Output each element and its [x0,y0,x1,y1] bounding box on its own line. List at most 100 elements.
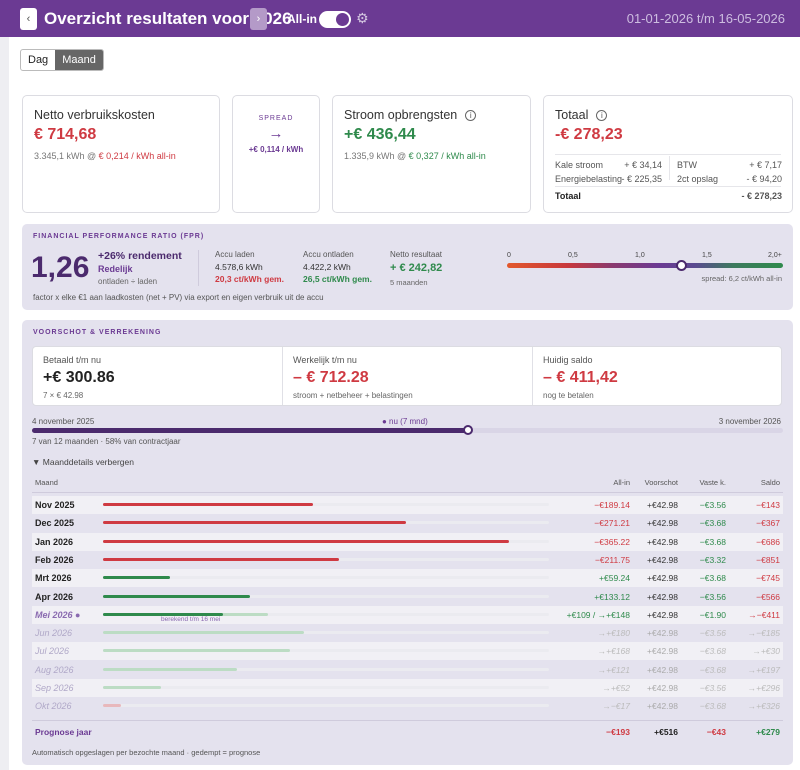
saldo-cell: Huidig saldo – € 411,42 nog te betalen [533,347,781,405]
month-voorschot: +€42.98 [647,518,678,529]
saldo-label: Huidig saldo [543,355,593,365]
progress-note: 7 van 12 maanden · 58% van contractjaar [32,437,181,446]
arrow-right-icon: → [268,125,284,142]
month-bar [103,539,509,543]
month-name: Apr 2026 [35,591,74,602]
stroom-title: Stroom opbrengsten i [344,108,477,122]
stroom-sub: 1.335,9 kWh @ € 0,327 / kWh all-in [344,151,486,161]
prev-year-button[interactable]: ‹ [20,8,37,30]
allin-toggle[interactable] [319,11,351,28]
month-vaste: −€3.68 [699,646,726,657]
werkelijk-sub: stroom + netbeheer + belastingen [293,391,413,400]
netto-resultaat-value: + € 242,82 [390,262,443,274]
fpr-scale-tick: 2,0+ [768,252,782,259]
fpr-scale-tick: 1,0 [635,252,645,259]
table-row: Nov 2025 −€189.14 +€42.98 −€3.56 −€143 [32,496,783,514]
toggle-knob [336,13,349,26]
month-voorschot: +€42.98 [647,646,678,657]
netto-resultaat-sub: 5 maanden [390,278,428,287]
month-voorschot: +€42.98 [647,573,678,584]
next-year-button[interactable]: › [250,8,267,30]
app-header: ‹ Overzicht resultaten voor 2026 › All-i… [0,0,800,37]
month-saldo: −€566 [756,591,780,602]
view-toggle: Dag Maand [20,49,104,71]
month-name: Jan 2026 [35,536,74,547]
month-vaste: −€3.32 [699,554,726,565]
month-bar-track [103,686,549,689]
month-name: Aug 2026 [35,664,74,675]
spread-card: SPREAD → +€ 0,114 / kWh [232,95,320,213]
netto-sub-kwh: 3.345,1 kWh @ [34,151,99,161]
month-note: berekend t/m 16 mei [161,615,221,623]
month-bar [103,686,161,689]
divider [669,156,670,180]
col-vaste-header: Vaste k. [699,478,726,487]
netto-sub: 3.345,1 kWh @ € 0,214 / kWh all-in [34,151,176,161]
netto-resultaat-label: Netto resultaat [390,250,443,259]
info-icon[interactable]: i [465,110,477,121]
month-allin: →+€180 [597,628,630,639]
table-row: Jul 2026 →+€168 +€42.98 −€3.68 →+€30 [32,642,783,661]
month-bar [103,667,237,671]
table-row: Dec 2025 −€271.21 +€42.98 −€3.68 −€367 [32,514,783,532]
month-vaste: −€3.56 [699,500,726,510]
netto-card: Netto verbruikskosten € 714,68 3.345,1 k… [22,95,220,213]
month-allin: +€59.24 [599,573,630,584]
month-allin: −€211.75 [594,554,630,565]
fpr-footnote: factor x elke €1 aan laadkosten (net + P… [33,293,324,302]
tab-day[interactable]: Dag [28,54,49,66]
month-bar-track [103,503,549,506]
month-voorschot: +€42.98 [647,609,678,620]
divider [32,720,783,721]
fpr-scale-tick: 0 [507,252,511,259]
totaal-total-value: - € 278,23 [741,191,782,201]
month-vaste: −€3.56 [699,628,726,639]
month-bar [103,649,291,653]
month-allin: +€109 / →+€148 [566,609,630,620]
tab-month[interactable]: Maand [55,50,103,70]
month-voorschot: +€42.98 [647,554,678,565]
date-range: 01-01-2026 t/m 16-05-2026 [626,11,785,26]
month-vaste: −€3.68 [699,701,726,712]
month-bar [103,576,170,580]
stroom-sub-kwh: 1.335,9 kWh @ [344,151,409,161]
month-bar [103,704,121,708]
col-allin-header: All-in [613,478,630,487]
info-icon[interactable]: i [596,110,608,121]
forecast-label: Prognose jaar [35,727,92,737]
month-bar-track [103,557,549,561]
werkelijk-label: Werkelijk t/m nu [293,355,357,365]
voorschot-summary: Betaald t/m nu +€ 300.86 7 × € 42.98 Wer… [32,346,782,406]
month-vaste: −€1.90 [699,609,726,620]
table-row: Okt 2026 →−€17 +€42.98 −€3.68 →+€326 [32,697,783,715]
month-vaste: −€3.56 [699,591,726,602]
month-voorschot: +€42.98 [647,701,678,712]
month-bar [103,521,407,525]
totaal-row-value: + € 34,14 [624,160,662,170]
month-allin: →−€17 [602,701,630,712]
month-name: Feb 2026 [35,554,74,565]
gear-icon[interactable]: ⚙ [356,10,369,26]
fpr-title: FINANCIAL PERFORMANCE RATIO (FPR) [33,233,205,240]
month-name: Dec 2025 [35,518,75,529]
month-bar-track [103,539,549,543]
table-row: Aug 2026 →+€121 +€42.98 −€3.68 →+€197 [32,661,783,679]
details-toggle[interactable]: ▼ Maanddetails verbergen [32,457,134,467]
month-saldo: →+€296 [747,683,780,693]
stroom-card: Stroom opbrengsten i +€ 436,44 1.335,9 kW… [332,95,531,213]
divider [198,250,199,286]
netto-title: Netto verbruikskosten [34,108,155,122]
fpr-spread-note: spread: 6,2 ct/kWh all-in [701,274,782,283]
forecast-allin: −€193 [606,727,630,737]
table-row: Mrt 2026 +€59.24 +€42.98 −€3.68 −€745 [32,569,783,588]
month-name: Mei 2026 ● [35,609,81,620]
month-saldo: →−€411 [748,609,780,620]
totaal-row-label: BTW [677,160,697,170]
month-vaste: −€3.56 [699,683,726,693]
totaal-card: Totaal i -€ 278,23 Kale stroom + € 34,14 … [543,95,793,213]
totaal-row-value: + € 7,17 [749,160,782,170]
netto-value: € 714,68 [34,126,97,143]
table-row: Mei 2026 ● berekend t/m 16 mei +€109 / →+€… [32,605,783,624]
accu-ontladen-label: Accu ontladen [303,250,354,259]
month-saldo: →−€185 [747,628,780,639]
